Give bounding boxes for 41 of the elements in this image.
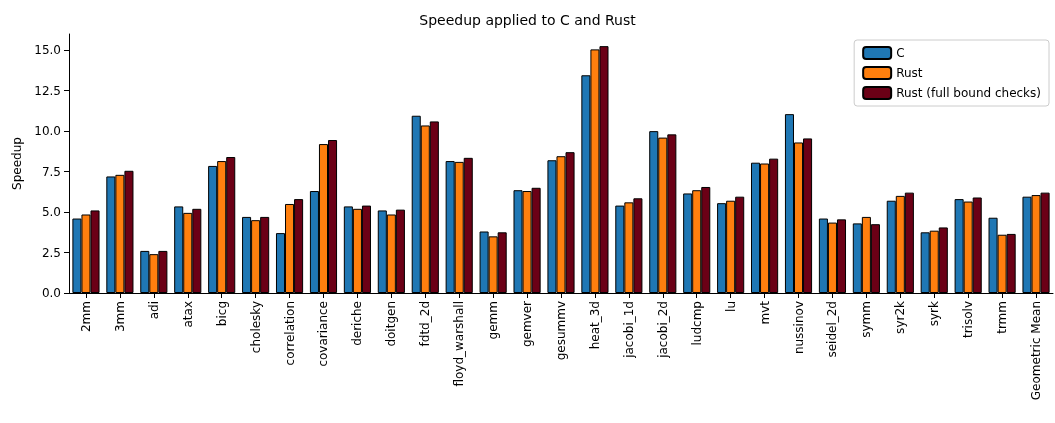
x-tick-label: gemver [520, 300, 535, 348]
legend-label: Rust [896, 66, 923, 80]
x-tick-label: seidel_2d [825, 301, 840, 358]
x-tick-label: jacobi_2d [655, 301, 670, 359]
x-tick-label: gesummv [554, 301, 568, 361]
chart-title: Speedup applied to C and Rust [419, 12, 637, 28]
x-tick-label: deriche [350, 301, 365, 346]
x-tick-label: Geometric Mean [1029, 301, 1044, 401]
y-tick-label: 15.0 [34, 43, 61, 58]
x-tick-label: trisolv [961, 301, 976, 339]
x-tick-label: bicg [214, 301, 229, 327]
x-tick-label: nussinov [791, 301, 806, 355]
legend-label: C [896, 46, 905, 60]
x-tick-label: correlation [282, 301, 297, 366]
x-tick-label: doitgen [384, 301, 399, 347]
x-tick-label: 2mm [78, 301, 93, 333]
x-tick-label: gemm [486, 301, 501, 340]
x-tick-label: jacobi_1d [621, 301, 636, 359]
y-tick-label: 12.5 [34, 83, 61, 98]
x-tick-label: trmm [995, 301, 1010, 334]
x-tick-label: fdtd_2d [418, 301, 433, 347]
x-tick-label: mvt [757, 300, 772, 325]
x-tick-label: covariance [316, 301, 331, 367]
x-tick-label: symm [859, 301, 874, 338]
x-tick-label: syrk [927, 300, 942, 327]
y-tick-label: 2.5 [41, 245, 61, 260]
x-tick-label: cholesky [248, 301, 263, 354]
y-tick-label: 0.0 [41, 286, 61, 300]
x-tick-label: adi [146, 301, 161, 320]
x-tick-label: lu [723, 301, 738, 312]
x-tick-label: heat_3d [587, 301, 602, 350]
y-axis-title: Speedup [10, 137, 25, 190]
y-tick-label: 7.5 [41, 164, 61, 179]
x-tick-label: 3mm [112, 301, 127, 333]
x-tick-label: atax [180, 301, 195, 328]
y-tick-label: 5.0 [41, 205, 61, 220]
y-tick-label: 10.0 [34, 124, 61, 139]
x-tick-label: floyd_warshall [452, 301, 467, 387]
x-tick-label: ludcmp [689, 301, 704, 346]
x-tick-label: syr2k [893, 300, 908, 334]
legend-label: Rust (full bound checks) [896, 86, 1042, 100]
